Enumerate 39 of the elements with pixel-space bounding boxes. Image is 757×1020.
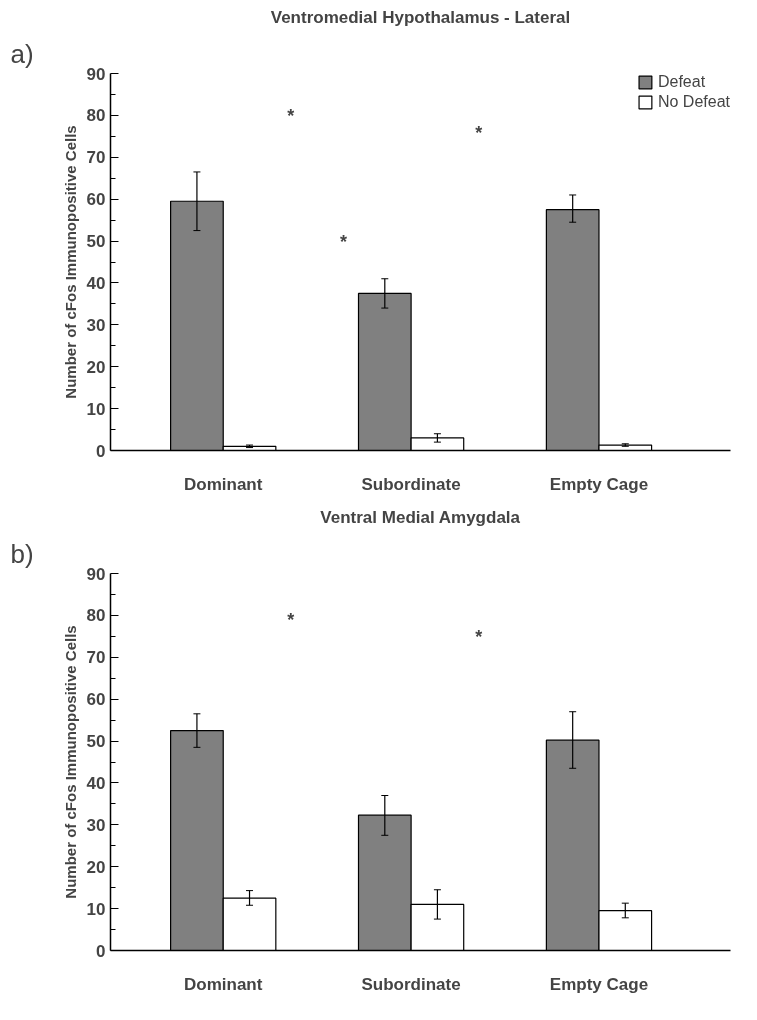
annotation: * — [287, 610, 295, 631]
x-tick-label: Subordinate — [361, 974, 461, 994]
annotation: * — [339, 231, 347, 252]
chart-title: Ventromedial Hypothalamus - Lateral — [270, 7, 571, 27]
annotation: * — [287, 105, 295, 126]
y-tick-label: 20 — [86, 857, 106, 877]
text: a) — [10, 38, 34, 69]
y-tick-label: 40 — [86, 773, 106, 793]
legend-label: No Defeat — [657, 93, 730, 111]
y-tick-label: 0 — [96, 441, 106, 461]
y-tick-label: 20 — [86, 357, 106, 377]
y-tick-label: 80 — [86, 106, 106, 126]
y-axis-title: Number of cFos Immunopositive Cells — [61, 125, 79, 399]
x-tick-label: Subordinate — [361, 474, 461, 494]
chart-title: Ventral Medial Amygdala — [320, 507, 521, 527]
y-tick-label: 90 — [86, 564, 106, 584]
y-tick-label: 10 — [86, 899, 106, 919]
x-tick-label: Empty Cage — [549, 974, 649, 994]
y-tick-label: 70 — [86, 148, 106, 168]
y-tick-label: 30 — [86, 815, 106, 835]
text: b) — [10, 538, 34, 569]
y-tick-label: 10 — [86, 399, 106, 419]
y-tick-label: 0 — [96, 941, 106, 961]
legend-label: Defeat — [657, 73, 706, 91]
y-tick-label: 70 — [86, 648, 106, 668]
x-tick-label: Dominant — [184, 474, 263, 494]
y-tick-label: 50 — [86, 732, 106, 752]
y-tick-label: 60 — [86, 190, 106, 210]
y-tick-label: 40 — [86, 273, 106, 293]
y-tick-label: 30 — [86, 315, 106, 335]
y-tick-label: 60 — [86, 690, 106, 710]
y-tick-label: 80 — [86, 606, 106, 626]
y-tick-label: 90 — [86, 64, 106, 84]
x-tick-label: Empty Cage — [549, 474, 649, 494]
x-tick-label: Dominant — [184, 974, 263, 994]
y-tick-label: 50 — [86, 232, 106, 252]
annotation: * — [475, 626, 483, 647]
annotation: * — [475, 122, 483, 143]
y-axis-title: Number of cFos Immunopositive Cells — [61, 625, 79, 899]
